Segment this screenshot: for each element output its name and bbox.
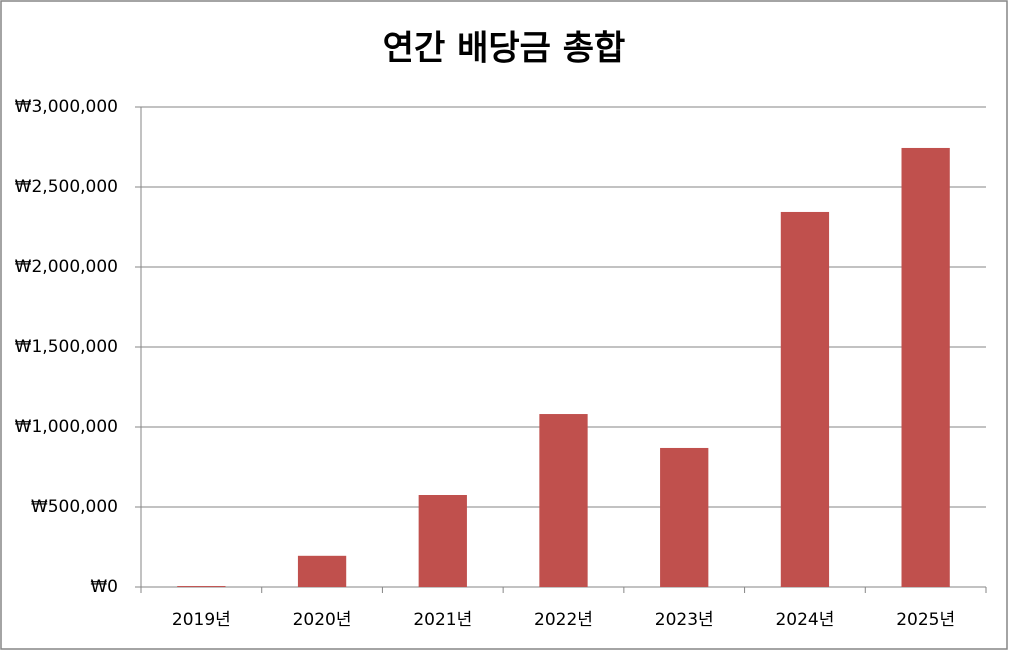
bar: [539, 414, 588, 587]
y-tick-label: ₩3,000,000: [15, 97, 118, 117]
bar: [418, 495, 467, 587]
y-tick-label: ₩500,000: [31, 497, 118, 517]
bar: [660, 447, 709, 587]
x-tick-label: 2023년: [655, 610, 714, 630]
bar: [901, 147, 950, 587]
chart-title: 연간 배당금 총합: [383, 29, 626, 69]
bar: [780, 211, 830, 587]
y-tick-label: ₩1,000,000: [15, 417, 118, 437]
x-tick-label: 2019년: [172, 610, 231, 630]
y-tick-label: ₩1,500,000: [15, 337, 118, 357]
y-tick-label: ₩2,500,000: [15, 177, 118, 197]
x-tick-label: 2020년: [293, 610, 352, 630]
x-tick-label: 2025년: [896, 610, 955, 630]
x-tick-label: 2022년: [534, 610, 593, 630]
y-tick-label: ₩0: [90, 577, 118, 597]
x-tick-label: 2024년: [775, 610, 834, 630]
y-tick-label: ₩2,000,000: [15, 257, 118, 277]
x-tick-label: 2021년: [413, 610, 472, 630]
bar: [177, 586, 226, 587]
bar: [297, 555, 347, 587]
